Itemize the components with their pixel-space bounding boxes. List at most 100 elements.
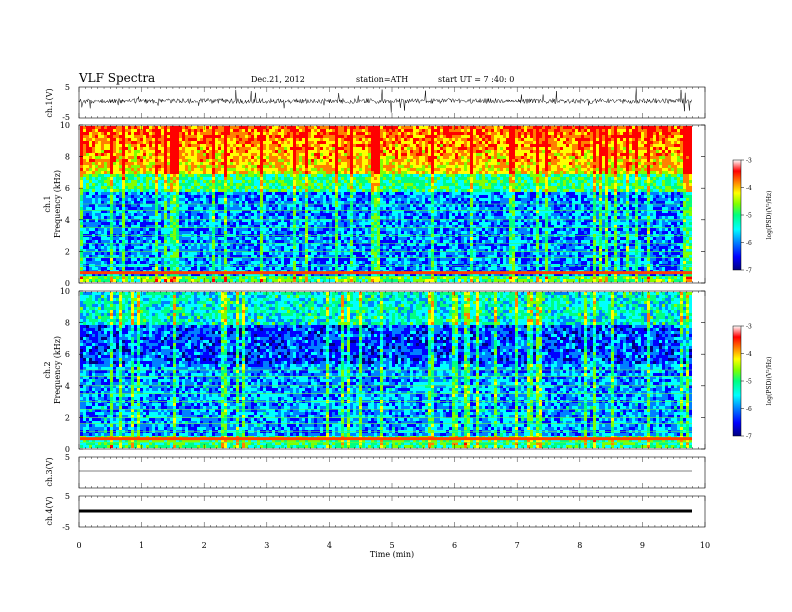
spectrogram-cell xyxy=(155,183,158,186)
spectrogram-cell xyxy=(332,258,335,261)
spectrogram-cell xyxy=(179,201,182,204)
ch1-ytick-top: 5 xyxy=(65,83,70,92)
spectrogram-cell xyxy=(110,174,113,177)
spectrogram-cell xyxy=(308,261,311,264)
spectrogram-cell xyxy=(152,189,155,192)
spectrogram-cell xyxy=(284,228,287,231)
spectrogram-cell xyxy=(230,171,233,174)
spectrogram-cell xyxy=(344,126,347,129)
spectrogram-cell xyxy=(113,219,116,222)
spectrogram-cell xyxy=(83,150,86,153)
spectrogram-cell xyxy=(242,192,245,195)
spectrogram-cell xyxy=(302,258,305,261)
spectrogram-cell xyxy=(107,252,110,255)
spectrogram-cell xyxy=(341,132,344,135)
spectrogram-cell xyxy=(95,159,98,162)
spectrogram-cell xyxy=(269,237,272,240)
spectrogram-cell xyxy=(257,192,260,195)
spectrogram-cell xyxy=(200,180,203,183)
spectrogram-cell xyxy=(125,159,128,162)
spectrogram-cell xyxy=(128,135,131,138)
spectrogram-cell xyxy=(344,138,347,141)
spectrogram-cell xyxy=(350,246,353,249)
spectrogram-cell xyxy=(107,237,110,240)
spectrogram-cell xyxy=(296,135,299,138)
spectrogram-cell xyxy=(209,153,212,156)
spectrogram-cell xyxy=(359,201,362,204)
spectrogram-cell xyxy=(212,141,215,144)
spectrogram-cell xyxy=(287,267,290,270)
spectrogram-cell xyxy=(350,144,353,147)
spectrogram-cell xyxy=(143,204,146,207)
spectrogram-cell xyxy=(179,252,182,255)
spectrogram-cell xyxy=(329,165,332,168)
spectrogram-cell xyxy=(179,237,182,240)
spectrogram-cell xyxy=(356,195,359,198)
spectrogram-cell xyxy=(287,204,290,207)
spectrogram-cell xyxy=(98,240,101,243)
spectrogram-cell xyxy=(350,216,353,219)
spectrogram-cell xyxy=(293,132,296,135)
spectrogram-cell xyxy=(251,192,254,195)
spectrogram-cell xyxy=(248,159,251,162)
spectrogram-cell xyxy=(287,279,290,282)
spectrogram-cell xyxy=(305,267,308,270)
spectrogram-cell xyxy=(179,183,182,186)
spectrogram-cell xyxy=(125,246,128,249)
spectrogram-cell xyxy=(287,156,290,159)
spectrogram-cell xyxy=(128,240,131,243)
spectrogram-cell xyxy=(305,153,308,156)
spectrogram-cell xyxy=(167,246,170,249)
spectrogram-cell xyxy=(251,252,254,255)
spectrogram-cell xyxy=(245,204,248,207)
spectrogram-cell xyxy=(209,159,212,162)
spectrogram-cell xyxy=(179,135,182,138)
spectrogram-cell xyxy=(89,171,92,174)
spectrogram-cell xyxy=(353,156,356,159)
spectrogram-cell xyxy=(212,267,215,270)
spectrogram-cell xyxy=(197,222,200,225)
spectrogram-cell xyxy=(311,213,314,216)
spectrogram-cell xyxy=(269,258,272,261)
spectrogram-cell xyxy=(86,240,89,243)
spectrogram-cell xyxy=(131,150,134,153)
spectrogram-cell xyxy=(275,168,278,171)
spectrogram-cell xyxy=(239,135,242,138)
spectrogram-cell xyxy=(89,267,92,270)
spectrogram-cell xyxy=(176,207,179,210)
spectrogram-cell xyxy=(122,267,125,270)
spectrogram-cell xyxy=(131,138,134,141)
spectrogram-cell xyxy=(254,258,257,261)
spectrogram-cell xyxy=(266,252,269,255)
spectrogram-cell xyxy=(209,219,212,222)
spectrogram-cell xyxy=(191,135,194,138)
spectrogram-cell xyxy=(176,159,179,162)
spectrogram-cell xyxy=(146,144,149,147)
spectrogram-cell xyxy=(227,150,230,153)
spectrogram-cell xyxy=(161,156,164,159)
spectrogram-cell xyxy=(353,261,356,264)
spectrogram-cell xyxy=(293,141,296,144)
spectrogram-cell xyxy=(353,153,356,156)
spectrogram-cell xyxy=(143,168,146,171)
spectrogram-cell xyxy=(323,240,326,243)
spectrogram-cell xyxy=(350,156,353,159)
spectrogram-cell xyxy=(116,138,119,141)
spectrogram-cell xyxy=(305,135,308,138)
spectrogram-cell xyxy=(170,240,173,243)
spectrogram-cell xyxy=(173,222,176,225)
spectrogram-cell xyxy=(278,219,281,222)
spectrogram-cell xyxy=(191,132,194,135)
spectrogram-cell xyxy=(182,279,185,282)
spectrogram-cell xyxy=(140,252,143,255)
spectrogram-cell xyxy=(119,258,122,261)
spectrogram-cell xyxy=(233,204,236,207)
spectrogram-cell xyxy=(188,279,191,282)
spectrogram-cell xyxy=(263,204,266,207)
spectrogram-cell xyxy=(206,138,209,141)
spectrogram-cell xyxy=(245,174,248,177)
spectrogram-cell xyxy=(332,126,335,129)
spectrogram-cell xyxy=(107,222,110,225)
spectrogram-cell xyxy=(356,177,359,180)
spectrogram-cell xyxy=(299,126,302,129)
